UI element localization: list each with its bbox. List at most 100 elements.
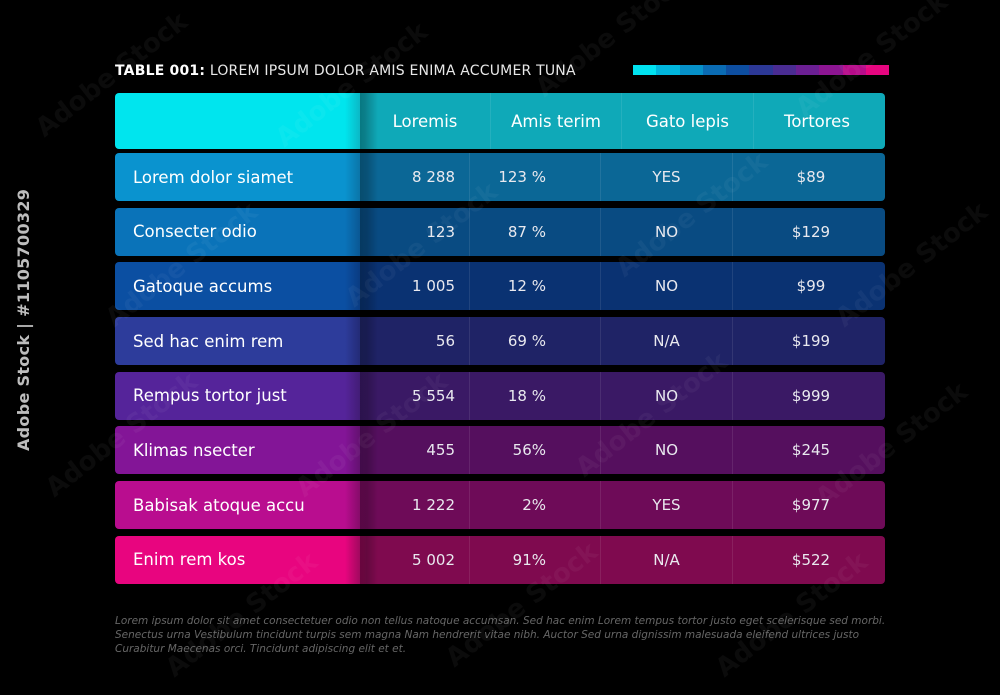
cell-tortores: $977 (791, 496, 831, 515)
column-divider (469, 207, 470, 256)
cell-loremis: 1 222 (412, 496, 455, 515)
column-divider (469, 535, 470, 584)
gradient-swatch (842, 65, 866, 75)
cell-gato-lepis: N/A (653, 550, 680, 569)
cell-gato-lepis: NO (654, 222, 679, 241)
column-header-tortores: Tortores (784, 111, 850, 131)
row-values: 1 222 2% YES $977 (357, 481, 885, 530)
cell-tortores: $522 (791, 550, 831, 569)
table-title-number: TABLE 001: (115, 63, 206, 79)
row-label: Rempus tortor just (133, 386, 287, 406)
row-label: Enim rem kos (133, 550, 246, 570)
row-label: Sed hac enim rem (133, 331, 284, 351)
cell-loremis: 1 005 (412, 277, 455, 296)
cell-gato-lepis: NO (654, 277, 679, 296)
gradient-swatch (726, 65, 750, 75)
cell-tortores: $999 (791, 386, 831, 405)
cell-amis-terim: 12 % (507, 277, 546, 296)
column-divider (469, 317, 470, 366)
column-divider (732, 426, 733, 475)
row-values: 5 554 18 % NO $999 (357, 371, 885, 420)
row-label: Lorem dolor siamet (133, 167, 294, 187)
table-title: TABLE 001: LOREM IPSUM DOLOR AMIS ENIMA … (115, 60, 885, 82)
column-divider (469, 153, 470, 201)
row-values: 8 288 123 % YES $89 (357, 153, 885, 201)
column-divider (469, 262, 470, 311)
column-divider (469, 371, 470, 420)
gradient-swatch (633, 65, 657, 75)
cell-tortores: $129 (791, 222, 831, 241)
row-values: 123 87 % NO $129 (357, 207, 885, 256)
column-divider (732, 153, 733, 201)
row-label: Consecter odio (133, 222, 257, 242)
row-label: Klimas nsecter (133, 440, 255, 460)
column-divider (732, 535, 733, 584)
gradient-swatch (819, 65, 843, 75)
cell-loremis: 5 554 (412, 386, 455, 405)
column-divider (732, 481, 733, 530)
cell-gato-lepis: YES (652, 496, 681, 515)
column-divider (732, 207, 733, 256)
stock-id-label: Adobe Stock | #1105700329 (14, 188, 33, 451)
cell-tortores: $245 (791, 441, 831, 460)
gradient-swatch (656, 65, 680, 75)
cell-gato-lepis: YES (652, 168, 681, 186)
gradient-swatch (865, 65, 890, 75)
watermark-text: Adobe Stock (530, 0, 693, 103)
column-divider (600, 426, 601, 475)
column-divider (600, 317, 601, 366)
table-row: Klimas nsecter 455 56% NO $245 (115, 426, 885, 475)
table-header-row: Loremis Amis terim Gato lepis Tortores (115, 93, 885, 149)
column-divider (600, 262, 601, 311)
header-label-cell (115, 93, 360, 149)
cell-loremis: 455 (426, 441, 455, 460)
table-row: Sed hac enim rem 56 69 % N/A $199 (115, 317, 885, 366)
cell-tortores: $199 (791, 332, 831, 351)
column-divider (732, 317, 733, 366)
cell-amis-terim: 56% (512, 441, 546, 460)
column-divider (732, 262, 733, 311)
footnote-text: Lorem ipsum dolor sit amet consectetuer … (115, 615, 886, 655)
table-row: Babisak atoque accu 1 222 2% YES $977 (115, 481, 885, 530)
column-divider (621, 93, 622, 149)
cell-loremis: 56 (435, 332, 455, 351)
cell-amis-terim: 69 % (507, 332, 546, 351)
column-divider (469, 481, 470, 530)
row-values: 455 56% NO $245 (357, 426, 885, 475)
table-row: Enim rem kos 5 002 91% N/A $522 (115, 535, 885, 584)
column-divider (469, 426, 470, 475)
cell-loremis: 8 288 (412, 168, 455, 186)
column-divider (600, 207, 601, 256)
column-divider (753, 93, 754, 149)
column-header-amis-terim: Amis terim (511, 111, 601, 131)
column-header-gato-lepis: Gato lepis (645, 111, 730, 131)
data-table: Loremis Amis terim Gato lepis Tortores L… (115, 93, 885, 591)
column-divider (732, 371, 733, 420)
column-divider (490, 93, 491, 149)
cell-amis-terim: 91% (512, 550, 546, 569)
row-values: 1 005 12 % NO $99 (357, 262, 885, 311)
row-values: 5 002 91% N/A $522 (357, 535, 885, 584)
table-row: Rempus tortor just 5 554 18 % NO $999 (115, 371, 885, 420)
row-label: Babisak atoque accu (133, 495, 305, 515)
gradient-swatch (796, 65, 820, 75)
column-divider (600, 153, 601, 201)
cell-amis-terim: 18 % (507, 386, 546, 405)
table-row: Consecter odio 123 87 % NO $129 (115, 207, 885, 256)
gradient-swatch (702, 65, 727, 75)
table-title-text: LOREM IPSUM DOLOR AMIS ENIMA ACCUMER TUN… (209, 63, 576, 79)
cell-gato-lepis: N/A (653, 332, 680, 351)
cell-amis-terim: 2% (522, 496, 546, 515)
cell-tortores: $89 (796, 168, 826, 186)
cell-loremis: 123 (426, 222, 455, 241)
cell-loremis: 5 002 (412, 550, 455, 569)
column-divider (600, 481, 601, 530)
gradient-swatch (772, 65, 797, 75)
gradient-swatch (749, 65, 773, 75)
row-values: 56 69 % N/A $199 (357, 317, 885, 366)
table-row: Lorem dolor siamet 8 288 123 % YES $89 (115, 153, 885, 201)
cell-amis-terim: 87 % (507, 222, 546, 241)
header-values: Loremis Amis terim Gato lepis Tortores (360, 93, 885, 149)
cell-tortores: $99 (796, 277, 826, 296)
column-divider (600, 371, 601, 420)
